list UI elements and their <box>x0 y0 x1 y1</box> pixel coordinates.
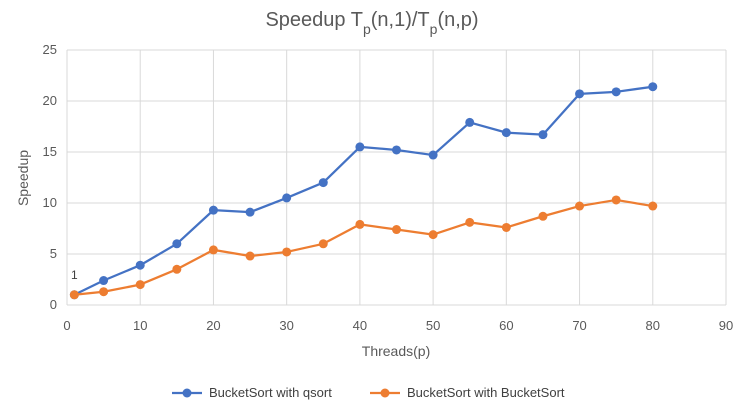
chart-title-part: (n,1)/T <box>371 9 430 31</box>
gridlines <box>66 49 727 306</box>
x-tick-label: 50 <box>426 318 440 333</box>
axes: 0 5 10 15 20 25 0 10 20 30 40 50 60 70 80 90 <box>43 42 734 333</box>
data-point <box>318 178 328 188</box>
x-tick-label: 90 <box>719 318 733 333</box>
data-label: 1 <box>71 268 78 282</box>
x-tick-label: 40 <box>353 318 367 333</box>
y-tick-label: 20 <box>43 93 57 108</box>
legend-marker <box>182 388 192 398</box>
series-1 <box>69 82 658 300</box>
data-point <box>428 150 438 160</box>
data-point <box>538 211 548 221</box>
legend-label: BucketSort with BucketSort <box>407 385 565 400</box>
y-tick-label: 15 <box>43 144 57 159</box>
data-point <box>355 142 365 152</box>
data-point <box>501 128 511 138</box>
data-point <box>135 280 145 290</box>
data-point <box>501 222 511 232</box>
data-point <box>245 251 255 261</box>
data-point <box>99 276 109 286</box>
data-point <box>282 193 292 203</box>
y-tick-label: 10 <box>43 195 57 210</box>
legend-label: BucketSort with qsort <box>209 385 332 400</box>
data-point <box>465 117 475 127</box>
y-tick-label: 0 <box>50 297 57 312</box>
data-point <box>648 82 658 92</box>
data-point <box>208 245 218 255</box>
series-layer <box>69 82 658 300</box>
chart-title-part: (n,p) <box>437 9 478 31</box>
data-point <box>575 201 585 211</box>
x-tick-label: 70 <box>572 318 586 333</box>
legend-item: BucketSort with BucketSort <box>370 385 565 400</box>
chart-title-part: p <box>363 21 371 37</box>
x-tick-label: 10 <box>133 318 147 333</box>
x-tick-label: 60 <box>499 318 513 333</box>
x-tick-label: 0 <box>63 318 70 333</box>
data-point <box>318 239 328 249</box>
data-point <box>245 207 255 217</box>
data-point <box>135 260 145 270</box>
x-tick-label: 20 <box>206 318 220 333</box>
data-point <box>538 130 548 140</box>
x-tick-label: 80 <box>646 318 660 333</box>
data-point <box>611 195 621 205</box>
y-tick-label: 25 <box>43 42 57 57</box>
data-point <box>392 145 401 155</box>
data-point <box>611 87 621 97</box>
data-point <box>465 217 475 227</box>
series-2 <box>69 195 658 300</box>
annotations: 1 <box>71 268 78 282</box>
chart-title-part: Speedup T <box>265 9 363 31</box>
series-line <box>74 198 653 296</box>
legend-item: BucketSort with qsort <box>172 385 332 400</box>
data-point <box>69 290 79 300</box>
x-tick-label: 30 <box>279 318 293 333</box>
chart-title: Speedup Tp(n,1)/Tp(n,p) <box>265 9 478 37</box>
data-point <box>172 264 182 274</box>
y-tick-label: 5 <box>50 246 57 261</box>
data-point <box>99 287 109 297</box>
y-axis-title: Speedup <box>15 150 31 206</box>
data-point <box>575 89 585 99</box>
x-axis-title: Threads(p) <box>362 343 430 359</box>
legend-marker <box>380 388 390 398</box>
data-point <box>172 239 182 249</box>
data-point <box>208 205 218 215</box>
data-point <box>392 225 401 235</box>
series-line <box>73 85 653 296</box>
chart-title-part: p <box>430 21 438 37</box>
data-point <box>282 247 292 257</box>
data-point <box>355 219 365 229</box>
data-point <box>648 201 658 211</box>
legend: BucketSort with qsort BucketSort with Buc… <box>172 385 565 400</box>
data-point <box>428 230 438 240</box>
